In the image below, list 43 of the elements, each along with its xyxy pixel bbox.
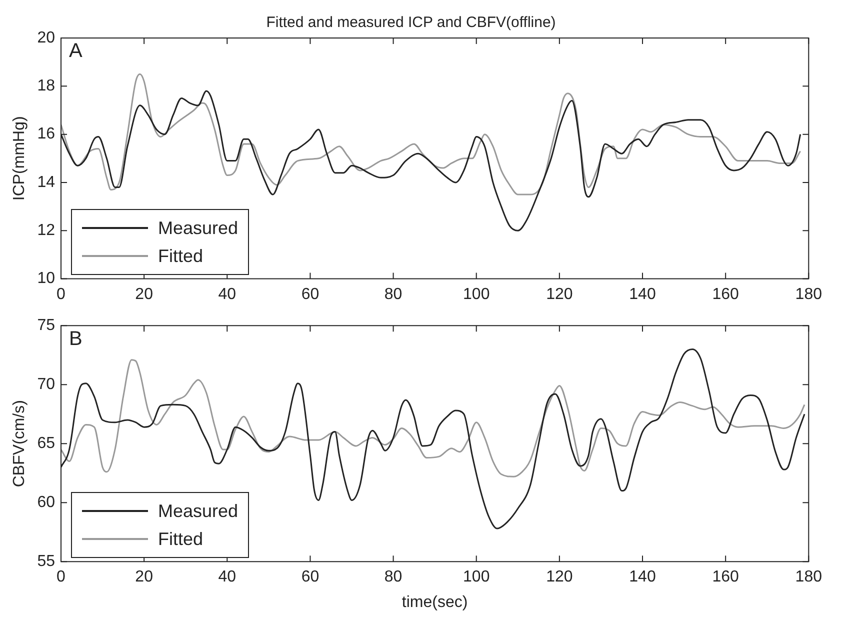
x-tick-label: 120: [546, 286, 573, 303]
x-tick-label: 100: [463, 568, 490, 586]
y-axis-title: ICP(mmHg): [11, 116, 28, 201]
x-tick-label: 160: [712, 286, 740, 303]
legend-label: Measured: [158, 216, 238, 240]
x-tick-label: 140: [629, 286, 656, 303]
y-tick-label: 12: [37, 222, 56, 240]
y-tick-label: 18: [37, 78, 56, 95]
line-series: [60, 73, 802, 196]
y-tick-label: 20: [37, 29, 56, 46]
x-tick-label: 40: [218, 568, 236, 586]
y-tick-label: 10: [37, 270, 56, 288]
y-tick-label: 70: [37, 376, 56, 394]
x-tick-label: 20: [135, 568, 154, 586]
x-tick-label: 140: [629, 568, 656, 586]
x-tick-label: 160: [712, 568, 740, 586]
annotation: A: [68, 40, 82, 62]
x-tick-label: 80: [384, 568, 402, 586]
x-tick-label: 120: [546, 568, 573, 586]
x-tick-label: 20: [135, 286, 154, 303]
y-axis-title: CBFV(cm/s): [11, 400, 28, 488]
chart-title: Fitted and measured ICP and CBFV(offline): [266, 14, 556, 32]
x-tick-label: 80: [384, 286, 402, 303]
y-tick-label: 55: [37, 553, 56, 570]
x-tick-label: 180: [795, 286, 822, 303]
legend-label: Fitted: [158, 244, 204, 268]
x-tick-label: 180: [795, 568, 822, 586]
y-tick-label: 16: [37, 126, 56, 143]
y-tick-label: 65: [37, 435, 56, 452]
y-tick-label: 14: [37, 174, 56, 191]
x-tick-label: 0: [56, 568, 66, 586]
y-tick-label: 75: [37, 317, 56, 334]
annotation: B: [68, 328, 82, 350]
x-tick-label: 40: [218, 286, 236, 303]
line-series: [60, 359, 806, 478]
legend-label: Measured: [158, 500, 238, 523]
x-tick-label: 100: [463, 286, 490, 303]
x-tick-label: 60: [301, 568, 320, 586]
x-tick-label: 60: [301, 286, 320, 303]
y-tick-label: 60: [37, 494, 56, 512]
x-tick-label: 0: [56, 286, 66, 303]
x-axis-title: time(sec): [402, 594, 468, 611]
legend-label: Fitted: [158, 528, 204, 551]
